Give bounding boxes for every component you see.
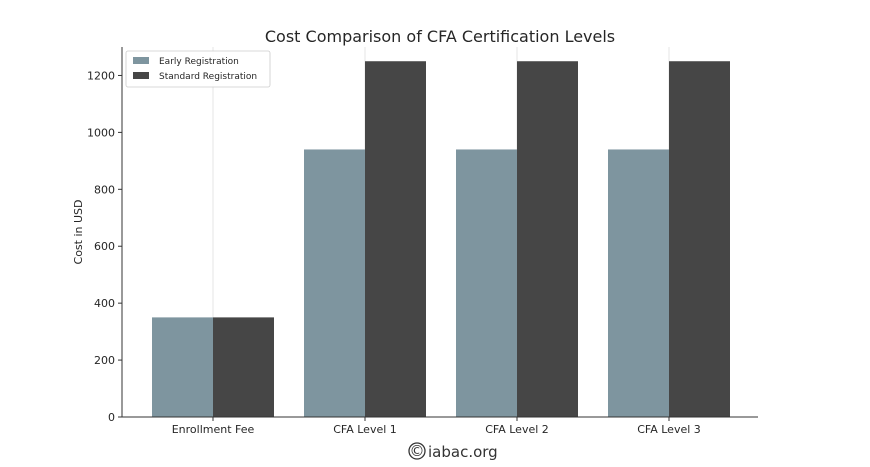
x-tick-label: CFA Level 1 [333,423,397,436]
x-tick-label: CFA Level 2 [485,423,549,436]
bar-early-0 [152,317,213,417]
legend-label-early: Early Registration [159,57,239,67]
y-tick-label: 1000 [87,126,115,139]
axes [121,47,758,418]
bar-standard-3 [669,61,730,417]
bar-standard-1 [365,61,426,417]
copyright-symbol: © [410,442,425,460]
y-tick-label: 800 [94,183,115,196]
bars-group [152,61,730,417]
bar-early-1 [304,149,365,417]
y-ticks: 0 200 400 600 800 1000 1200 [87,69,122,424]
bar-early-3 [608,149,669,417]
copyright-icon [408,442,426,460]
watermark-text: iabac.org [428,443,498,461]
legend: Early Registration Standard Registration [125,50,271,88]
bar-standard-0 [213,317,274,417]
bar-early-2 [456,149,517,417]
x-tick-label: CFA Level 3 [637,423,701,436]
legend-label-standard: Standard Registration [159,72,257,82]
y-tick-label: 600 [94,240,115,253]
legend-swatch-early [133,57,149,64]
watermark: © iabac.org [408,442,498,461]
legend-box [125,50,271,88]
y-tick-label: 0 [108,411,115,424]
grid-lines [212,47,670,417]
bar-standard-2 [517,61,578,417]
legend-swatch-standard [133,72,149,79]
y-tick-label: 400 [94,297,115,310]
y-tick-label: 200 [94,354,115,367]
chart-title: Cost Comparison of CFA Certification Lev… [265,27,615,46]
y-axis-label: Cost in USD [72,200,85,265]
y-tick-label: 1200 [87,69,115,82]
x-ticks: Enrollment Fee CFA Level 1 CFA Level 2 CFA … [172,417,701,436]
x-tick-label: Enrollment Fee [172,423,255,436]
